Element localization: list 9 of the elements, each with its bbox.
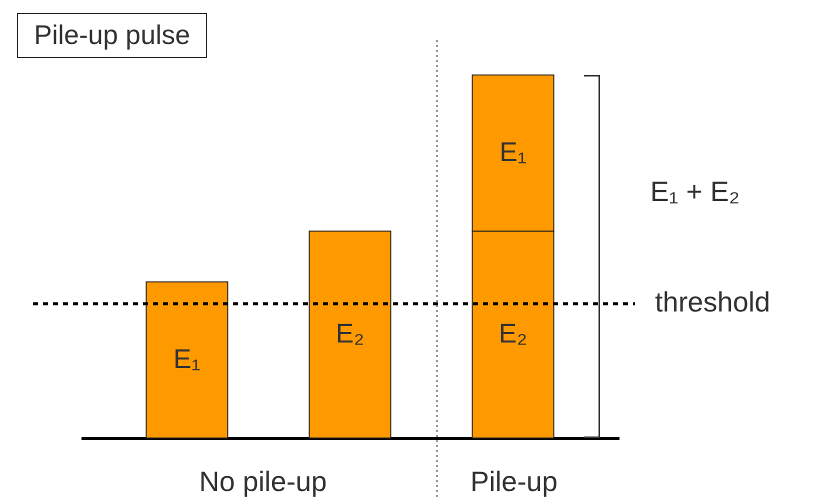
series-label: E₁	[499, 137, 527, 168]
ref-line-label: threshold	[655, 286, 770, 318]
text: Pile-up	[470, 466, 558, 497]
series-label: E₂	[498, 318, 528, 349]
text: E₁	[173, 344, 201, 374]
text: E₂	[336, 318, 364, 349]
chart-title: Pile-up pulse	[17, 13, 208, 58]
text: E₁ + E₂	[650, 176, 740, 208]
text: No pile-up	[199, 466, 327, 497]
